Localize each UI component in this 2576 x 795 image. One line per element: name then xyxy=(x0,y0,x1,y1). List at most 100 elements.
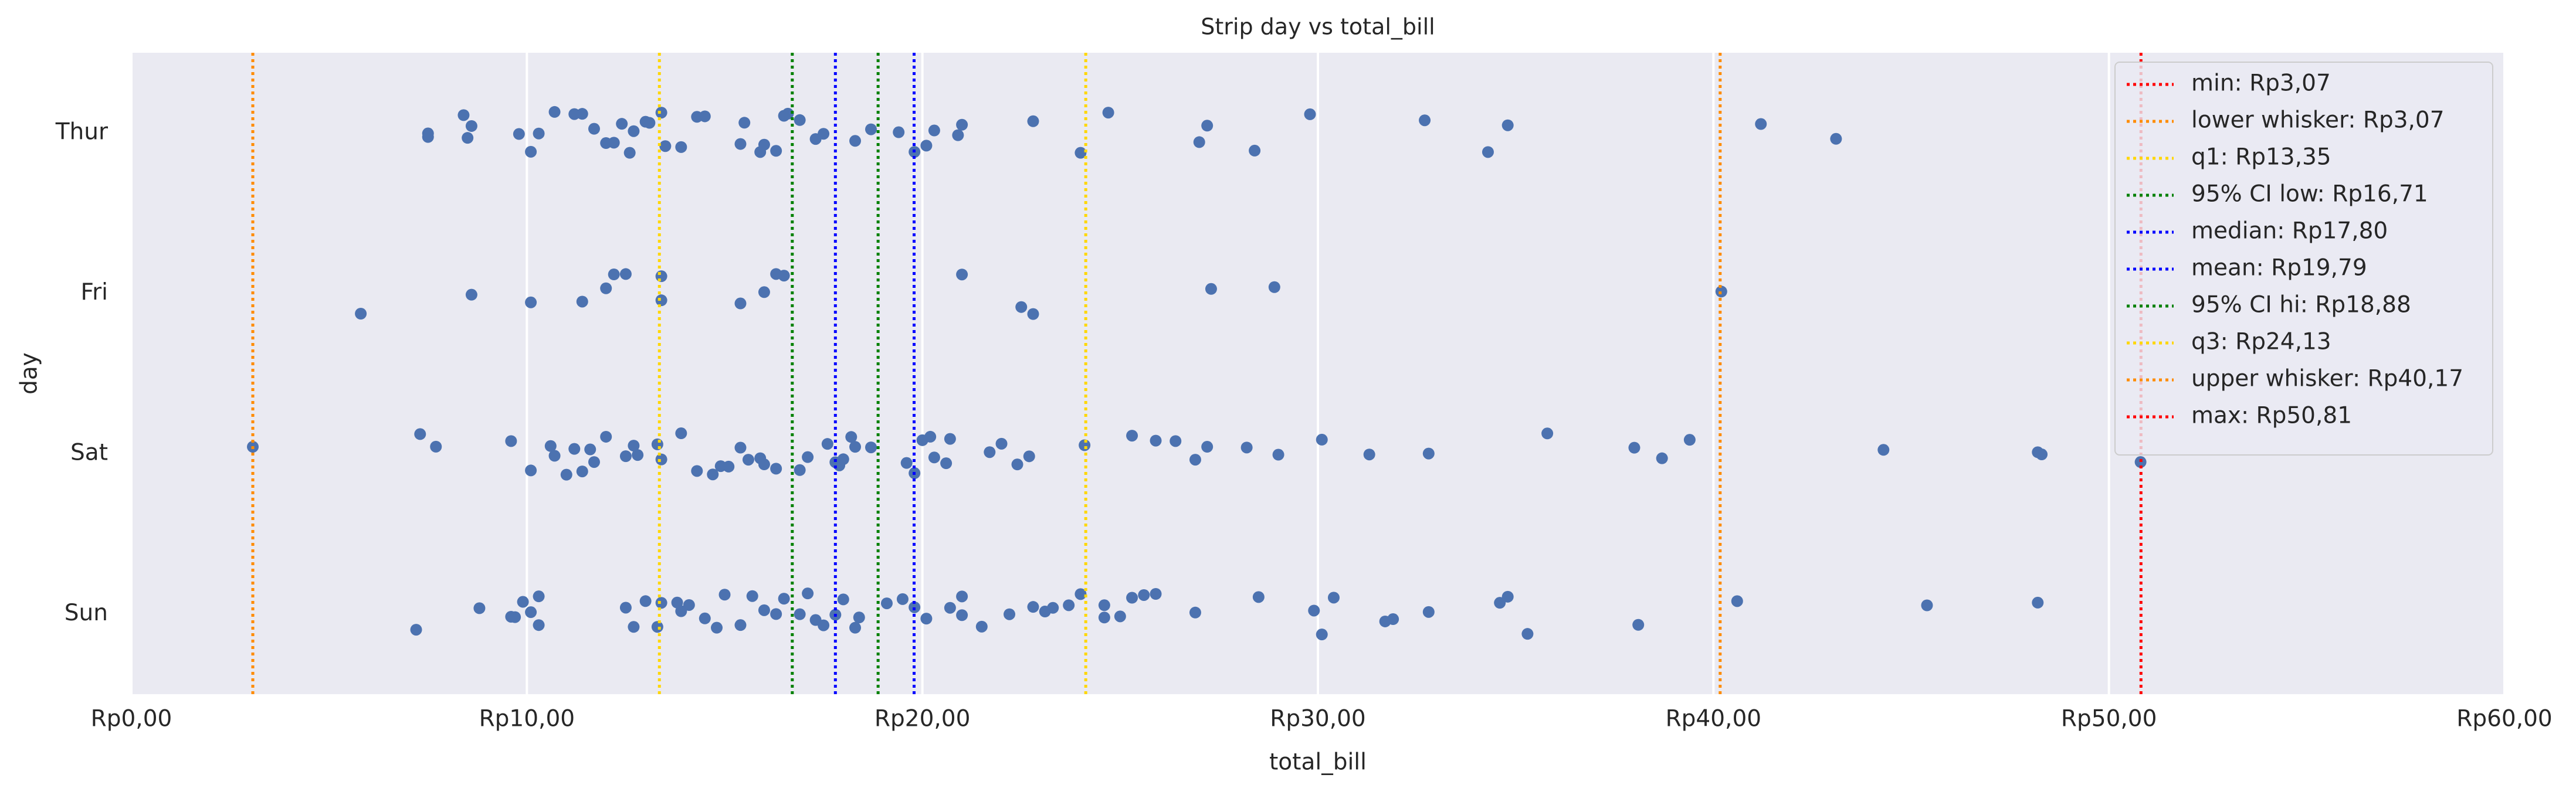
data-point xyxy=(1027,308,1039,320)
data-point xyxy=(928,451,940,464)
data-point xyxy=(1252,591,1265,603)
legend-label: median: Rp17,80 xyxy=(2191,218,2388,244)
data-point xyxy=(742,454,754,466)
data-point xyxy=(639,595,652,607)
data-point xyxy=(1063,599,1075,611)
data-point xyxy=(794,608,806,620)
data-point xyxy=(1098,611,1110,624)
data-point xyxy=(1150,587,1162,600)
data-point xyxy=(544,440,557,452)
data-point xyxy=(802,587,814,600)
data-point xyxy=(1205,283,1217,295)
data-point xyxy=(623,147,636,159)
data-point xyxy=(723,460,735,473)
data-point xyxy=(1011,458,1023,471)
data-point xyxy=(608,137,620,149)
data-point xyxy=(940,457,953,470)
data-point xyxy=(525,145,537,158)
data-point xyxy=(1422,606,1435,618)
data-point xyxy=(619,450,632,463)
data-point xyxy=(1201,441,1214,453)
data-point xyxy=(1126,430,1138,442)
data-point xyxy=(900,457,913,469)
data-point xyxy=(896,593,909,605)
y-tick-label: Sat xyxy=(70,439,108,466)
data-point xyxy=(505,435,517,447)
data-point xyxy=(1877,444,1890,456)
data-point xyxy=(984,446,996,458)
data-point xyxy=(956,609,968,621)
data-point xyxy=(1494,597,1506,609)
data-point xyxy=(655,294,667,307)
data-point xyxy=(683,599,695,611)
data-point xyxy=(770,145,782,157)
data-point xyxy=(1126,592,1138,604)
data-point xyxy=(975,620,988,633)
data-point xyxy=(462,132,474,144)
data-point xyxy=(1189,606,1201,619)
data-point xyxy=(718,589,731,601)
data-point xyxy=(849,441,862,453)
data-point xyxy=(619,268,632,280)
x-tick-label: Rp40,00 xyxy=(1666,706,1762,732)
y-tick-label: Thur xyxy=(55,118,109,145)
data-point xyxy=(548,106,561,118)
data-point xyxy=(746,590,758,602)
x-tick-label: Rp30,00 xyxy=(1270,706,1366,732)
data-point xyxy=(533,590,545,603)
data-point xyxy=(734,138,747,150)
data-point xyxy=(1316,433,1328,446)
legend-label: min: Rp3,07 xyxy=(2191,70,2331,97)
data-point xyxy=(1098,599,1110,611)
data-point xyxy=(1632,619,1645,631)
data-point xyxy=(1102,107,1114,119)
data-point xyxy=(837,593,849,606)
data-point xyxy=(893,126,905,138)
y-tick-label: Sun xyxy=(65,600,108,626)
y-axis-label: day xyxy=(16,352,43,395)
data-point xyxy=(1150,434,1162,447)
data-point xyxy=(1027,115,1039,127)
x-tick-label: Rp50,00 xyxy=(2061,706,2157,732)
legend-label: upper whisker: Rp40,17 xyxy=(2191,366,2463,392)
data-point xyxy=(675,605,687,617)
data-point xyxy=(707,468,719,481)
data-point xyxy=(1419,114,1431,127)
data-point xyxy=(1079,439,1091,451)
data-point xyxy=(711,621,723,634)
data-point xyxy=(1830,132,1842,145)
data-point xyxy=(1501,590,1514,603)
data-point xyxy=(643,117,656,129)
data-point xyxy=(699,110,711,123)
data-point xyxy=(782,107,794,120)
data-point xyxy=(651,438,663,450)
data-point xyxy=(659,140,672,152)
data-point xyxy=(576,295,588,308)
data-point xyxy=(1170,435,1182,447)
data-point xyxy=(1308,604,1320,617)
data-point xyxy=(995,437,1008,450)
data-point xyxy=(1268,281,1280,293)
y-tick-label: Fri xyxy=(81,279,108,305)
data-point xyxy=(616,118,628,130)
data-point xyxy=(560,468,572,481)
data-point xyxy=(1114,610,1126,623)
data-point xyxy=(956,118,968,131)
data-point xyxy=(778,270,790,282)
data-point xyxy=(770,608,782,620)
legend-label: 95% CI hi: Rp18,88 xyxy=(2191,292,2411,318)
data-point xyxy=(944,602,956,614)
x-tick-label: Rp0,00 xyxy=(91,706,172,732)
data-point xyxy=(675,141,687,153)
data-point xyxy=(655,270,667,283)
data-point xyxy=(628,125,640,137)
data-point xyxy=(734,297,747,310)
data-point xyxy=(853,611,865,624)
data-point xyxy=(865,441,877,454)
data-point xyxy=(1921,599,1933,611)
data-point xyxy=(770,463,782,475)
data-point xyxy=(628,440,640,452)
data-point xyxy=(849,135,862,147)
data-point xyxy=(651,621,663,633)
